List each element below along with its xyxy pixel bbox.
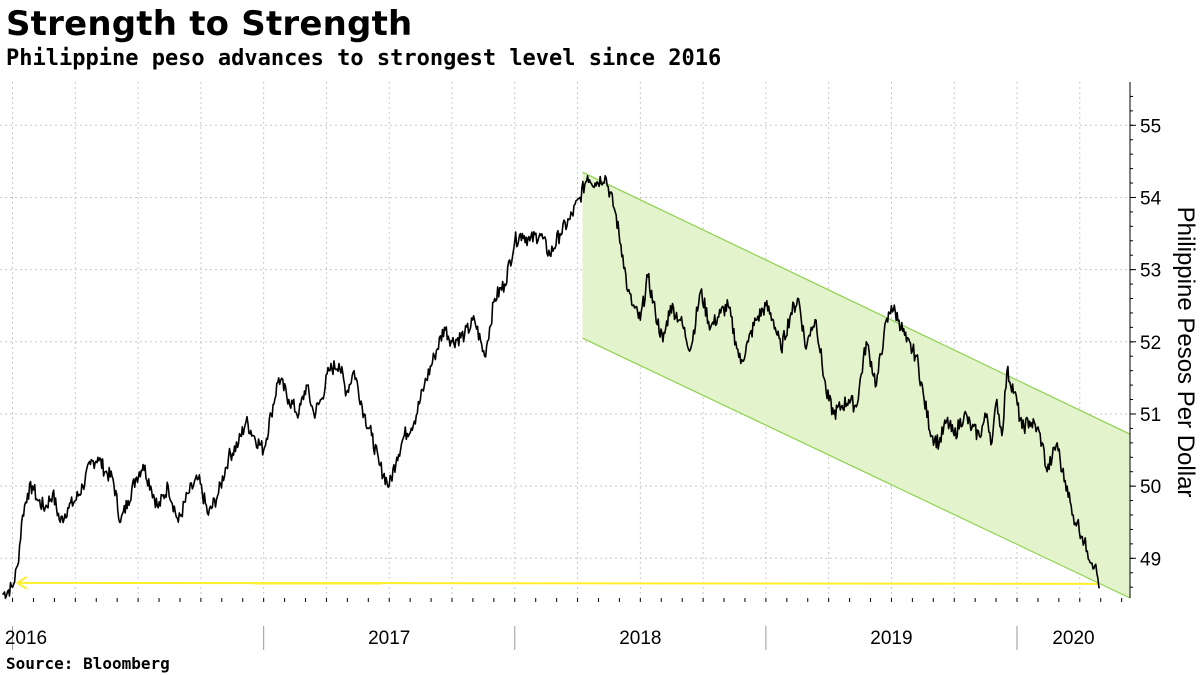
trend-channel-fill: [582, 172, 1130, 599]
support-arrow-line: [17, 581, 1100, 585]
y-tick-label: 52: [1140, 333, 1161, 354]
y-tick-label: 50: [1140, 477, 1161, 498]
x-tick-label: 2018: [619, 628, 661, 649]
trend-channel-lower: [582, 337, 1131, 599]
x-tick-label: 2017: [368, 628, 410, 649]
y-axis-title: Philippine Pesos Per Dollar: [1172, 207, 1199, 498]
series-layer: [2, 175, 1101, 600]
y-tick-label: 53: [1140, 261, 1161, 282]
grid-lines: [0, 82, 1130, 598]
y-tick-label: 55: [1140, 116, 1161, 137]
axes: 49 50 51 52 53 54 55 2016 2017 2018 2019 2020: [5, 82, 1162, 650]
chart-title: Strength to Strength: [6, 4, 413, 44]
y-tick-label: 54: [1140, 188, 1162, 209]
source-note: Source: Bloomberg: [6, 654, 170, 673]
x-tick-label: 2019: [870, 628, 912, 649]
chart-subtitle: Philippine peso advances to strongest le…: [6, 46, 722, 71]
y-tick-label: 51: [1140, 405, 1161, 426]
trend-channel: [582, 171, 1131, 599]
y-tick-label: 49: [1140, 549, 1161, 570]
x-tick-label: 2016: [5, 628, 47, 649]
series-line-usd-php: [2, 175, 1101, 600]
support-arrow-head: [15, 576, 28, 590]
trend-channel-upper: [582, 171, 1131, 435]
support-arrow: [15, 576, 1100, 590]
x-tick-label: 2020: [1052, 628, 1094, 649]
